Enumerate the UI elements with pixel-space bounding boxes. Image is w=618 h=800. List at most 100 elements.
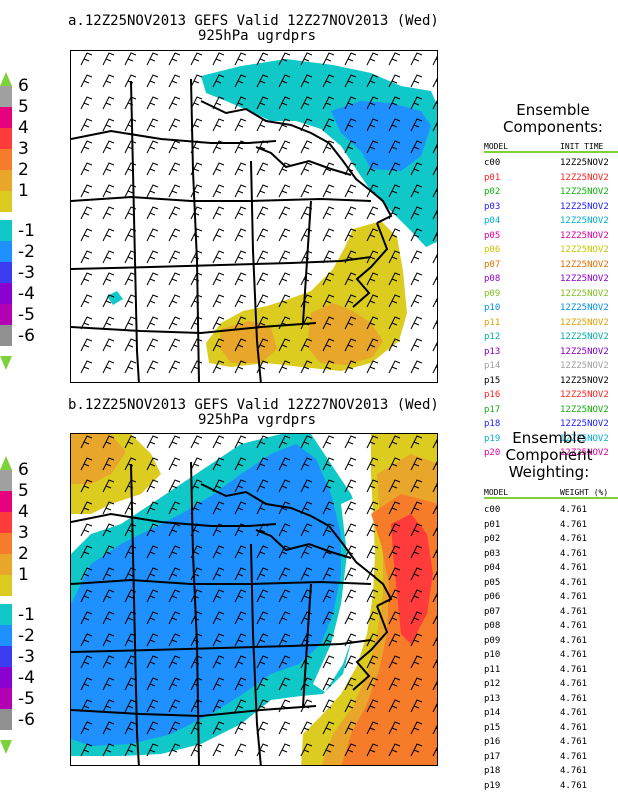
wind-barb (234, 162, 247, 176)
weighting-value: 4.761 (560, 693, 588, 704)
wind-barb (322, 567, 335, 581)
wind-barb (80, 501, 93, 515)
wind-barb (146, 435, 159, 449)
weighting-value: 4.761 (560, 563, 588, 573)
wind-barb (344, 457, 357, 471)
wind-barb (234, 501, 247, 515)
wind-barb (168, 501, 181, 515)
wind-barb (234, 435, 247, 449)
wind-barb (146, 501, 159, 515)
wind-barb (102, 633, 115, 647)
wind-barb (146, 699, 159, 713)
wind-barb (366, 338, 379, 352)
wind-barb (278, 52, 291, 66)
wind-barb (366, 655, 379, 669)
wind-barb (102, 96, 115, 110)
wind-barb (80, 457, 93, 471)
wind-barb (432, 548, 437, 559)
wind-barb (344, 140, 357, 154)
wind-barb (344, 655, 357, 669)
wind-barb (124, 184, 137, 198)
wind-barb (102, 677, 115, 691)
wind-barb (102, 611, 115, 625)
wind-barb (300, 294, 313, 308)
shade-blue-central (71, 444, 341, 746)
weighting-value: 4.761 (560, 505, 588, 515)
map-b-wind-barbs (80, 435, 437, 757)
a-colorbar-label: 1 (18, 181, 29, 201)
shade-blue-northeast (331, 101, 431, 171)
wind-barb (388, 228, 401, 242)
wind-barb (388, 523, 401, 537)
b-colorbar-swatch (0, 554, 12, 575)
wind-barb (278, 206, 291, 220)
wind-barb (322, 162, 335, 176)
wind-barb (410, 567, 423, 581)
wind-barb (80, 250, 93, 264)
wind-barb (366, 96, 379, 110)
wind-barb (212, 743, 225, 757)
wind-barb (146, 140, 159, 154)
wind-barb (234, 74, 247, 88)
wind-barb (300, 611, 313, 625)
wind-barb (322, 633, 335, 647)
b-colorbar-label: -1 (18, 605, 35, 625)
wind-barb (410, 338, 423, 352)
wind-barb (322, 272, 335, 286)
wind-barb (278, 118, 291, 132)
wind-barb (234, 250, 247, 264)
wind-barb (212, 699, 225, 713)
wind-barb (410, 360, 423, 374)
wind-barb (256, 228, 269, 242)
component-init-time: 12Z25NOV2 (560, 288, 609, 299)
wind-barb (388, 52, 401, 66)
wind-barb (168, 162, 181, 176)
wind-barb (212, 162, 225, 176)
wind-barb (102, 655, 115, 669)
wind-barb (366, 611, 379, 625)
wind-barb (256, 360, 269, 374)
wind-barb (124, 589, 137, 603)
wind-barb (344, 743, 357, 757)
wind-barb (410, 96, 423, 110)
weighting-heading: Ensemble Component Weighting: (484, 430, 614, 481)
a-colorbar-swatch (0, 220, 12, 241)
wind-barb (300, 228, 313, 242)
wind-barb (212, 633, 225, 647)
wind-barb (256, 140, 269, 154)
components-heading: Ensemble Components: (488, 102, 618, 136)
component-model: p15 (484, 375, 501, 386)
wind-barb (124, 294, 137, 308)
wind-barb (344, 611, 357, 625)
a-colorbar-label: 3 (18, 139, 29, 159)
wind-barb (80, 162, 93, 176)
wind-barb (344, 206, 357, 220)
wind-barb (322, 589, 335, 603)
weighting-col-weight: WEIGHT (%) (560, 488, 609, 497)
a-colorbar-label: -1 (18, 221, 35, 241)
wind-barb (366, 567, 379, 581)
weighting-model: p18 (484, 766, 501, 776)
component-init-time: 12Z25NOV2 (560, 245, 609, 255)
wind-barb (344, 118, 357, 132)
wind-barb (212, 479, 225, 493)
weighting-value: 4.761 (560, 708, 588, 718)
wind-barb (410, 655, 423, 669)
component-model: p05 (484, 230, 501, 241)
wind-barb (190, 457, 203, 471)
wind-barb (124, 52, 137, 66)
wind-barb (168, 338, 181, 352)
wind-barb (124, 479, 137, 493)
wind-barb (278, 589, 291, 603)
weighting-model: p05 (484, 577, 501, 588)
shade-orange-west (71, 434, 126, 484)
wind-barb (278, 545, 291, 559)
wind-barb (190, 567, 203, 581)
b-colorbar-swatch (0, 512, 12, 533)
wind-barb (278, 523, 291, 537)
wind-barb (124, 677, 137, 691)
weighting-model: p15 (484, 722, 501, 733)
wind-barb (190, 228, 203, 242)
wind-barb (300, 743, 313, 757)
wind-barb (146, 611, 159, 625)
